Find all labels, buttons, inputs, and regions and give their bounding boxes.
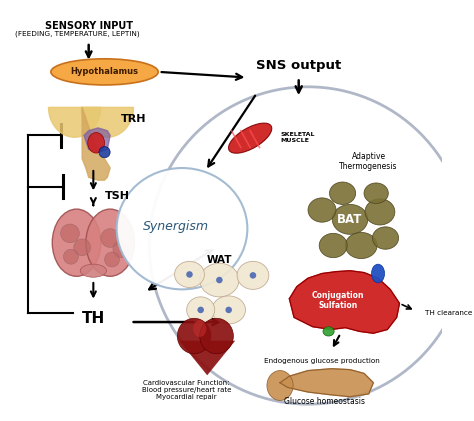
Polygon shape	[280, 369, 374, 397]
Text: Adaptive
Thermogenesis: Adaptive Thermogenesis	[339, 152, 398, 171]
Ellipse shape	[250, 272, 256, 279]
Polygon shape	[84, 128, 110, 152]
Ellipse shape	[187, 297, 215, 323]
Ellipse shape	[372, 264, 384, 283]
Text: TH clearance: TH clearance	[425, 310, 472, 316]
Text: SKELETAL
MUSCLE: SKELETAL MUSCLE	[280, 132, 315, 143]
Ellipse shape	[80, 264, 106, 277]
Ellipse shape	[64, 249, 78, 264]
Ellipse shape	[346, 232, 377, 258]
Ellipse shape	[319, 233, 347, 258]
Ellipse shape	[105, 252, 119, 267]
Ellipse shape	[200, 318, 233, 354]
Ellipse shape	[365, 199, 395, 225]
Ellipse shape	[212, 296, 246, 324]
Ellipse shape	[61, 224, 79, 242]
Ellipse shape	[186, 271, 193, 278]
Text: TRH: TRH	[121, 114, 147, 123]
Ellipse shape	[226, 306, 232, 313]
Ellipse shape	[74, 239, 91, 256]
Ellipse shape	[86, 209, 135, 276]
Ellipse shape	[99, 147, 110, 158]
Polygon shape	[81, 107, 134, 137]
Text: Endogenous glucose production: Endogenous glucose production	[264, 357, 380, 363]
Ellipse shape	[267, 370, 293, 400]
Text: Synergism: Synergism	[143, 220, 209, 233]
Text: Glucose homeostasis: Glucose homeostasis	[284, 397, 365, 406]
Ellipse shape	[216, 277, 223, 283]
Ellipse shape	[364, 183, 388, 203]
Text: WAT: WAT	[207, 255, 232, 264]
Ellipse shape	[228, 123, 272, 153]
Ellipse shape	[113, 241, 130, 258]
Ellipse shape	[88, 133, 105, 153]
Ellipse shape	[177, 318, 211, 354]
Ellipse shape	[329, 182, 356, 205]
Ellipse shape	[197, 306, 204, 313]
Ellipse shape	[308, 198, 336, 222]
Ellipse shape	[174, 261, 204, 288]
Text: (FEEDING, TEMPERATURE, LEPTIN): (FEEDING, TEMPERATURE, LEPTIN)	[15, 31, 140, 37]
Polygon shape	[48, 107, 101, 137]
Ellipse shape	[373, 227, 399, 249]
Polygon shape	[82, 107, 110, 180]
Text: SNS output: SNS output	[256, 59, 341, 72]
Ellipse shape	[101, 229, 119, 248]
Ellipse shape	[237, 261, 269, 289]
Text: Hypothalamus: Hypothalamus	[71, 67, 138, 76]
Ellipse shape	[51, 59, 158, 85]
Ellipse shape	[332, 205, 368, 234]
Ellipse shape	[117, 168, 247, 289]
Polygon shape	[289, 271, 400, 333]
Text: TSH: TSH	[105, 191, 129, 201]
Text: BAT: BAT	[337, 213, 363, 226]
Ellipse shape	[323, 327, 334, 336]
Text: SENSORY INPUT: SENSORY INPUT	[45, 21, 133, 32]
Text: TH: TH	[82, 311, 105, 326]
Ellipse shape	[52, 209, 101, 276]
Text: Conjugation
Sulfation: Conjugation Sulfation	[311, 291, 364, 310]
Text: Cardiovascular Function:
Blood pressure/heart rate
Myocardial repair: Cardiovascular Function: Blood pressure/…	[142, 380, 231, 400]
Ellipse shape	[193, 320, 206, 337]
Ellipse shape	[200, 263, 239, 297]
Polygon shape	[179, 341, 235, 375]
